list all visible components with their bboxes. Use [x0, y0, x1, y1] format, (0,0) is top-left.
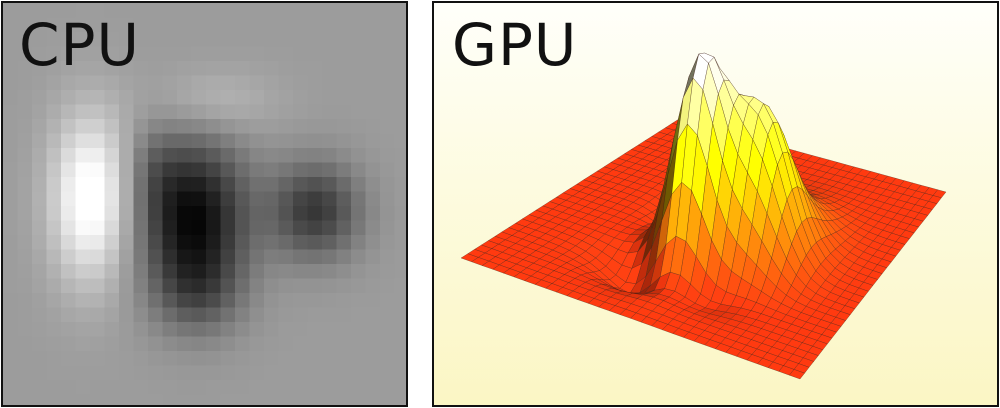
cpu-pixel-heatmap: [3, 3, 406, 405]
cpu-panel: CPU: [1, 1, 408, 407]
gpu-label: GPU: [452, 11, 578, 79]
gpu-surface-plot: [460, 52, 947, 380]
cpu-label: CPU: [19, 11, 140, 79]
gpu-panel: GPU: [432, 1, 999, 407]
